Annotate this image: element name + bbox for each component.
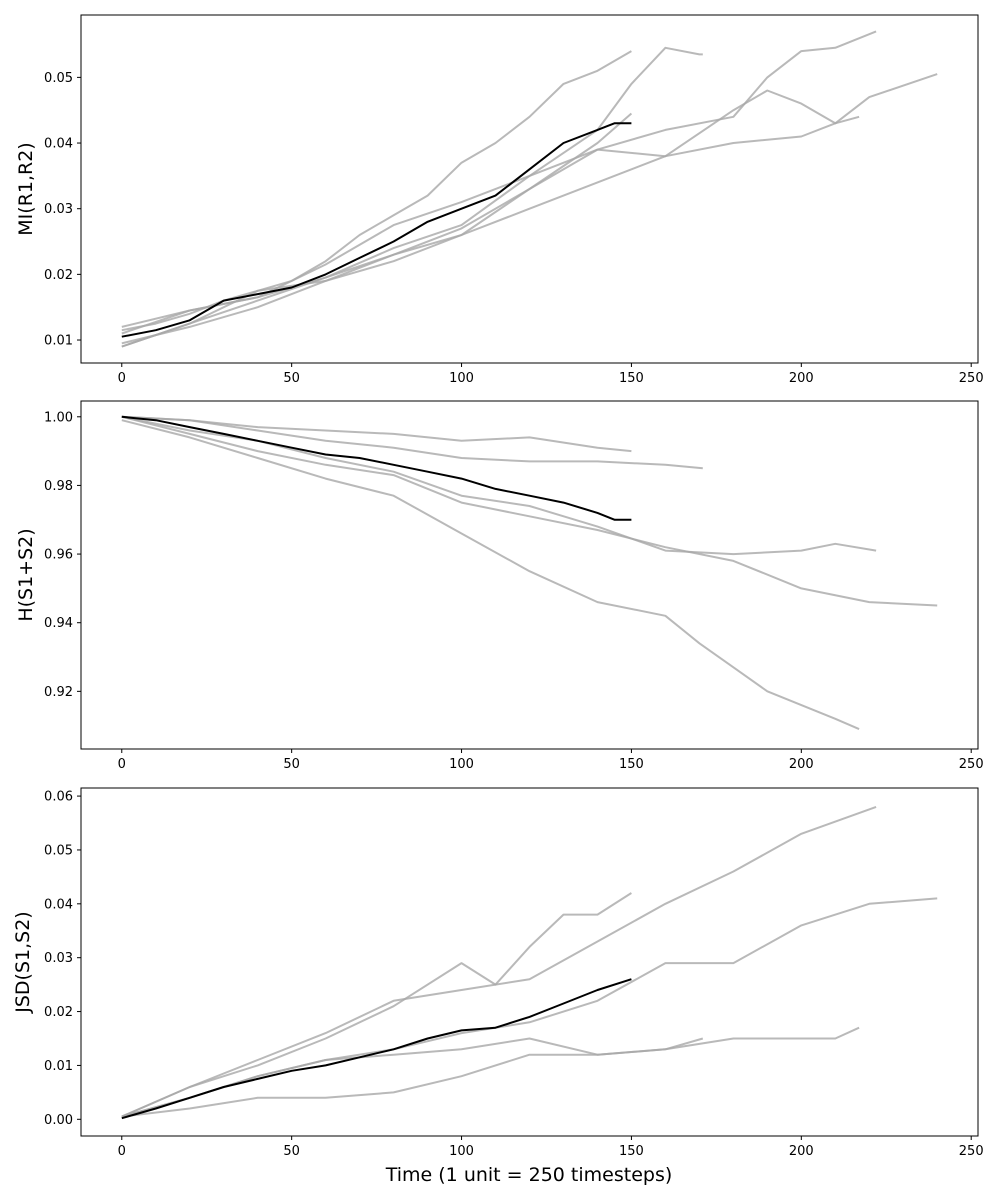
panel-jsd-ytick-label-4: 0.04 (44, 897, 73, 912)
panel-jsd-xlabel: Time (1 unit = 250 timesteps) (385, 1164, 673, 1186)
panel-entropy-xtick-label-0: 0 (118, 757, 126, 772)
panel-jsd-ytick-label-2: 0.02 (44, 1005, 73, 1020)
panel-entropy-xtick-label-3: 150 (619, 757, 644, 772)
panel-entropy-xtick-label-5: 250 (959, 757, 984, 772)
panel-mi-run-line-4 (121, 89, 860, 348)
panel-jsd-xtick-label-3: 150 (619, 1144, 644, 1159)
panel-entropy-ytick-label-4: 1.00 (44, 410, 73, 425)
panel-jsd-ticks: 0 50 100 150 200 250 0.00 0.01 0.02 0.03 0.04 0.05 0… (44, 790, 984, 1159)
panel-jsd-ytick-label-3: 0.03 (44, 951, 73, 966)
panel-entropy-xtick-label-1: 50 (283, 757, 300, 772)
panel-jsd-xtick-label-2: 100 (449, 1144, 474, 1159)
panel-entropy-ytick-label-1: 0.94 (44, 616, 73, 631)
panel-mi-run-line-3 (121, 30, 877, 335)
panel-jsd-run-line-4 (121, 1026, 860, 1118)
panel-mi-ytick-label-3: 0.04 (44, 137, 73, 152)
panel-entropy-xtick-label-4: 200 (789, 757, 814, 772)
panel-jsd-ytick-label-6: 0.06 (44, 790, 73, 805)
panel-entropy-ytick-label-3: 0.98 (44, 479, 73, 494)
panel-mi-ytick-label-0: 0.01 (44, 334, 73, 349)
panel-jsd-ylabel: JSD(S1,S2) (12, 911, 34, 1013)
panel-mi-ytick-label-1: 0.02 (44, 268, 73, 283)
panel-entropy-series (121, 415, 938, 731)
panel-jsd-xtick-label-1: 50 (283, 1144, 300, 1159)
panel-jsd-run-line-1 (121, 805, 877, 1118)
panel-entropy-ytick-label-2: 0.96 (44, 548, 73, 563)
panel-jsd-xtick-label-4: 200 (789, 1144, 814, 1159)
panel-entropy-mean-line (121, 415, 632, 521)
panel-mi-xtick-label-1: 50 (283, 371, 300, 386)
panel-mi-ticks: 0 50 100 150 200 250 0.01 0.02 0.03 0.04 0.05 (44, 71, 984, 386)
panel-entropy-run-line-1 (121, 415, 703, 470)
panel-jsd-run-line-0 (121, 892, 632, 1118)
panel-entropy-xtick-label-2: 100 (449, 757, 474, 772)
panel-mi-mean-line (121, 122, 632, 338)
panel-mi-xtick-label-5: 250 (959, 371, 984, 386)
panel-entropy-run-line-0 (121, 415, 632, 453)
panel-jsd: 0 50 100 150 200 250 0.00 0.01 0.02 0.03 0.04 0.05 0… (12, 787, 984, 1186)
panel-jsd-xtick-label-5: 250 (959, 1144, 984, 1159)
panel-mi-run-line-5 (121, 73, 938, 345)
panel-jsd-run-line-3 (121, 897, 938, 1118)
panel-entropy-run-line-3 (121, 415, 938, 607)
panel-jsd-xtick-label-0: 0 (118, 1144, 126, 1159)
panel-mi-ytick-label-2: 0.03 (44, 202, 73, 217)
panel-mi-frame (80, 14, 979, 364)
panel-jsd-frame (80, 787, 979, 1137)
panel-mi-ylabel: MI(R1,R2) (15, 142, 37, 235)
panel-entropy-ticks: 0 50 100 150 200 250 0.92 0.94 0.96 0.98 1.00 (44, 410, 984, 772)
panel-jsd-series (121, 805, 938, 1120)
panel-jsd-ytick-label-1: 0.01 (44, 1059, 73, 1074)
panel-mi-xtick-label-2: 100 (449, 371, 474, 386)
panel-jsd-mean-line (121, 978, 632, 1120)
panel-jsd-ytick-label-5: 0.05 (44, 843, 73, 858)
panel-jsd-ytick-label-0: 0.00 (44, 1113, 73, 1128)
panel-entropy: 0 50 100 150 200 250 0.92 0.94 0.96 0.98 1.00 H(S1… (15, 400, 984, 772)
panel-entropy-ylabel: H(S1+S2) (15, 528, 37, 621)
panel-mi-xtick-label-4: 200 (789, 371, 814, 386)
panel-entropy-ytick-label-0: 0.92 (44, 685, 73, 700)
panel-entropy-run-line-4 (121, 419, 860, 731)
panel-mi-xtick-label-0: 0 (118, 371, 126, 386)
panel-mi-ytick-label-4: 0.05 (44, 71, 73, 86)
panel-mi-xtick-label-3: 150 (619, 371, 644, 386)
panel-mi-series (121, 30, 938, 348)
panel-entropy-frame (80, 400, 979, 750)
panel-mi: 0 50 100 150 200 250 0.01 0.02 0.03 0.04 0.05 MI(R… (15, 14, 984, 386)
